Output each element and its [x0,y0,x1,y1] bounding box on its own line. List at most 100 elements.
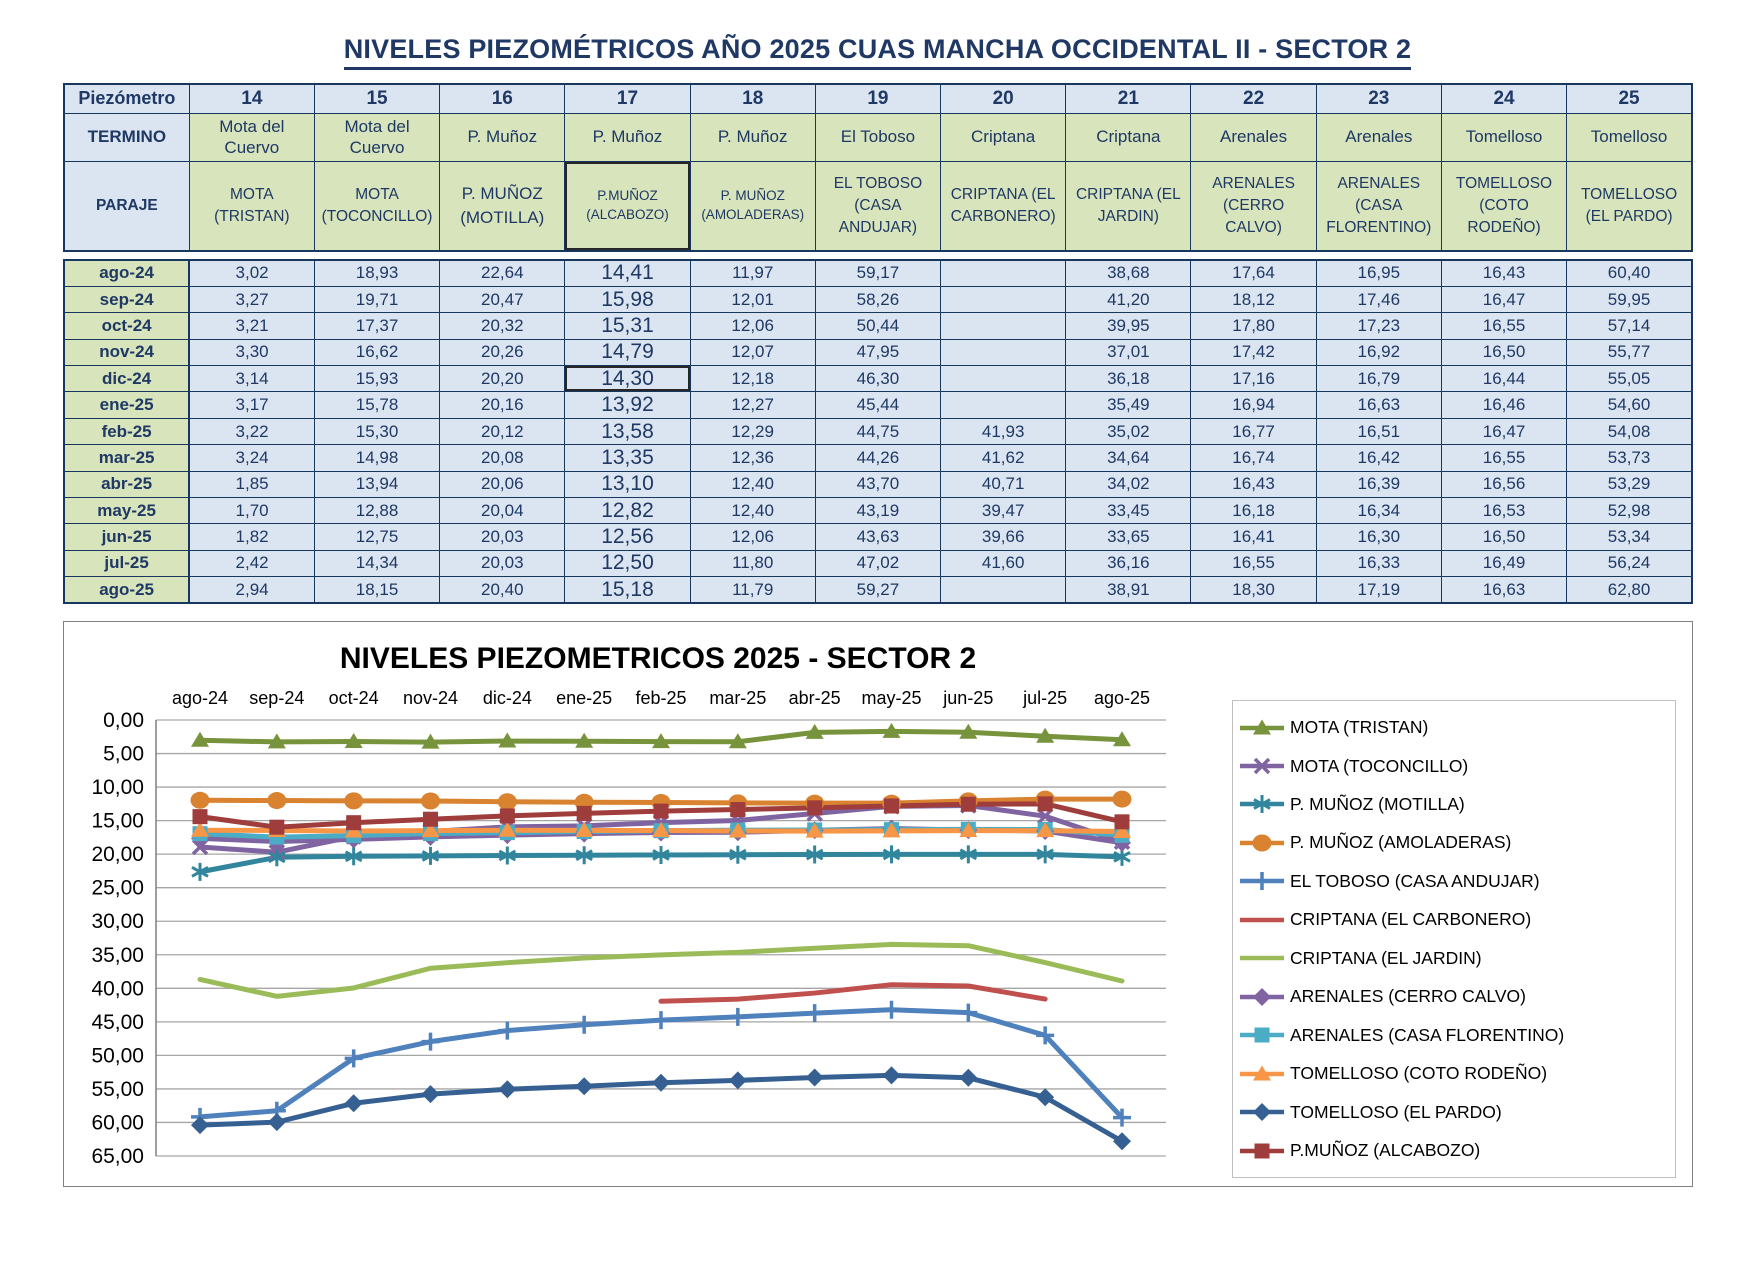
value-cell: 15,93 [313,365,441,393]
value-cell: 39,95 [1065,312,1192,340]
value-cell: 14,41 [564,259,691,287]
value-cell: 11,97 [689,259,816,287]
report-page: NIVELES PIEZOMÉTRICOS AÑO 2025 CUAS MANC… [0,34,1755,1188]
svg-text:ene-25: ene-25 [556,688,612,708]
value-cell [940,576,1067,604]
table-row: jun-25 1,82 12,75 20,03 12,56 12,06 43,63 39,66… [63,523,1693,551]
month-label: mar-25 [63,444,191,472]
value-cell: 15,98 [564,285,691,314]
value-cell: 16,41 [1190,523,1317,551]
chart-legend: MOTA (TRISTAN) MOTA (TOCONCILLO) P. MUÑOZ … [1232,700,1676,1179]
month-label: ene-25 [63,391,191,419]
value-cell: 19,71 [313,285,441,314]
svg-text:45,00: 45,00 [92,1011,144,1034]
value-cell: 59,17 [814,259,942,287]
value-cell: 16,30 [1315,523,1442,551]
value-cell: 59,27 [814,576,942,604]
svg-text:abr-25: abr-25 [789,688,841,708]
table-row: nov-24 3,30 16,62 20,26 14,79 12,07 47,95 37,01… [63,338,1693,367]
value-cell: 12,82 [564,497,691,525]
paraje-cell: MOTA (TRISTAN) [188,160,315,252]
legend-label: ARENALES (CASA FLORENTINO) [1290,1024,1565,1045]
table-row: ago-25 2,94 18,15 20,40 15,18 11,79 59,27 38,91… [63,576,1693,604]
table-row: abr-25 1,85 13,94 20,06 13,10 12,40 43,70 40,71… [63,470,1693,499]
value-cell: 12,36 [689,444,816,472]
value-cell: 16,55 [1440,444,1568,472]
paraje-cell: CRIPTANA (EL JARDIN) [1065,160,1192,252]
value-cell: 12,01 [689,285,816,314]
value-cell: 20,04 [439,497,566,525]
value-cell: 3,24 [188,444,315,472]
legend-label: P. MUÑOZ (AMOLADERAS) [1290,832,1512,853]
value-cell: 20,06 [439,470,566,499]
value-cell: 12,50 [564,549,691,578]
paraje-row: PARAJE MOTA (TRISTAN) MOTA (TOCONCILLO) P.… [63,160,1693,252]
value-cell: 55,05 [1566,365,1693,393]
value-cell: 50,44 [814,312,942,340]
value-cell: 14,98 [313,444,441,472]
value-cell: 15,30 [313,417,441,446]
chart-plot: 0,00 5,00 10,00 15,00 20,00 25,00 30,00 35,00 40… [92,688,1166,1168]
paraje-cell: MOTA (TOCONCILLO) [313,160,441,252]
value-cell [940,365,1067,393]
table-row: may-25 1,70 12,88 20,04 12,82 12,40 43,19 39,47… [63,497,1693,525]
legend-swatch-icon [1240,834,1284,852]
value-cell: 45,44 [814,391,942,419]
chart-main-area: NIVELES PIEZOMETRICOS 2025 - SECTOR 2 0,… [64,622,1192,1186]
piezometer-number-cell: 17 [564,83,691,114]
month-label: jun-25 [63,523,191,551]
legend-swatch-icon [1240,1027,1284,1043]
value-cell: 20,32 [439,312,566,340]
month-label: nov-24 [63,338,191,367]
value-cell: 3,21 [188,312,315,340]
termino-cell: Criptana [1065,112,1192,162]
chart-title: NIVELES PIEZOMETRICOS 2025 - SECTOR 2 [339,642,977,676]
value-cell: 12,88 [313,497,441,525]
value-cell: 16,63 [1440,576,1568,604]
value-cell: 17,46 [1315,285,1442,314]
legend-item: P.MUÑOZ (ALCABOZO) [1239,1132,1669,1169]
value-cell: 2,94 [188,576,315,604]
value-cell: 14,30 [564,365,691,393]
legend-label: CRIPTANA (EL CARBONERO) [1290,909,1532,930]
paraje-cell: ARENALES (CERRO CALVO) [1190,160,1317,252]
value-cell: 12,40 [689,497,816,525]
value-cell: 3,27 [188,285,315,314]
value-cell: 20,03 [439,523,566,551]
legend-swatch-icon [1240,987,1284,1006]
piezometer-number-cell: 20 [940,83,1067,114]
value-cell: 39,66 [940,523,1067,551]
value-cell: 41,62 [940,444,1067,472]
paraje-cell: P. MUÑOZ (MOTILLA) [439,160,566,252]
legend-label: P. MUÑOZ (MOTILLA) [1290,793,1465,814]
value-cell: 16,63 [1315,391,1442,419]
paraje-cell: TOMELLOSO (COTO RODEÑO) [1440,160,1568,252]
legend-swatch-icon [1240,757,1284,775]
termino-cell: Mota del Cuervo [313,112,441,162]
value-cell: 53,29 [1566,470,1693,499]
table-row: ago-24 3,02 18,93 22,64 14,41 11,97 59,17 38,68… [63,259,1693,287]
legend-swatch-icon [1240,872,1284,891]
svg-text:25,00: 25,00 [92,877,144,900]
value-cell: 20,03 [439,549,566,578]
chart-box: NIVELES PIEZOMETRICOS 2025 - SECTOR 2 0,… [63,621,1693,1188]
value-cell: 3,30 [188,338,315,367]
paraje-row-label: PARAJE [63,160,190,252]
paraje-cell: EL TOBOSO (CASA ANDUJAR) [814,160,942,252]
value-cell: 20,12 [439,417,566,446]
month-label: ago-24 [63,259,191,287]
value-cell: 2,42 [188,549,315,578]
value-cell: 62,80 [1566,576,1693,604]
legend-swatch-icon [1240,1103,1284,1122]
value-cell: 33,45 [1065,497,1192,525]
value-cell: 16,44 [1440,365,1568,393]
page-title: NIVELES PIEZOMÉTRICOS AÑO 2025 CUAS MANC… [0,34,1755,70]
piezometer-data-table: ago-24 3,02 18,93 22,64 14,41 11,97 59,17 38,68… [63,259,1693,605]
value-cell: 16,43 [1440,259,1568,287]
value-cell: 12,06 [689,523,816,551]
legend-item: EL TOBOSO (CASA ANDUJAR) [1239,863,1669,900]
piezometer-number-cell: 24 [1440,83,1568,114]
legend-item: CRIPTANA (EL JARDIN) [1239,940,1669,977]
value-cell: 18,93 [313,259,441,287]
month-label: oct-24 [63,312,191,340]
